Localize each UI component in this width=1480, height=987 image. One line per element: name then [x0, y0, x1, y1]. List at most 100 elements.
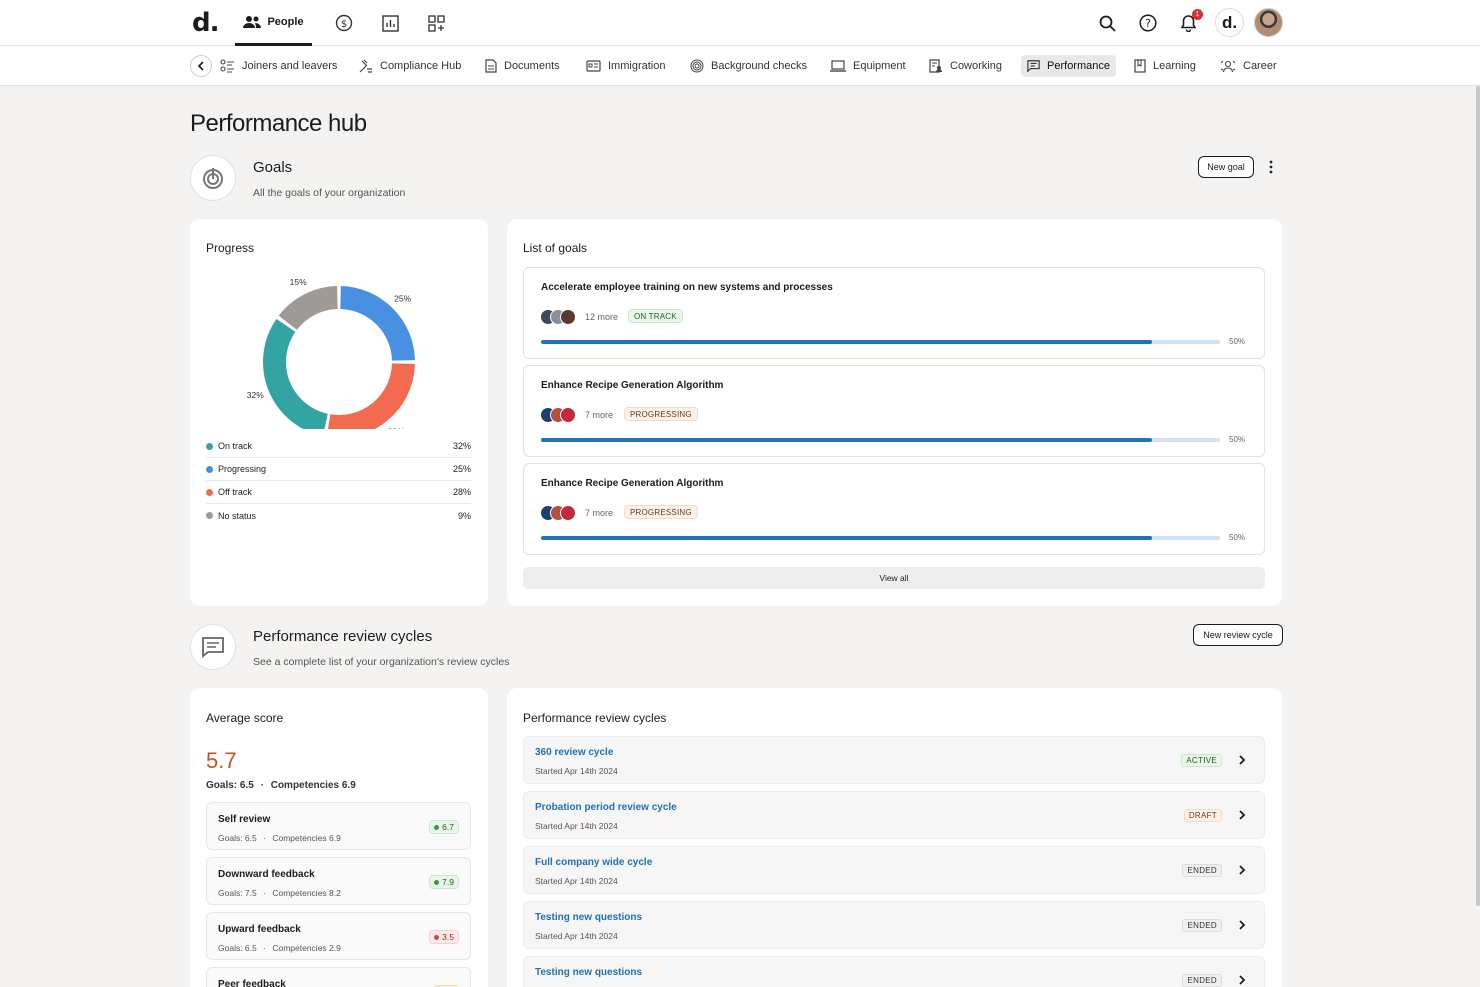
- goal-assignees[interactable]: [540, 309, 576, 325]
- score-item[interactable]: Upward feedback Goals: 6.5 · Competencie…: [206, 912, 471, 960]
- notifications-icon[interactable]: 1: [1178, 9, 1203, 33]
- tab-learning[interactable]: Learning: [1128, 55, 1202, 77]
- chevron-right-icon[interactable]: [1235, 918, 1249, 932]
- goals-list-card: List of goals Accelerate employee traini…: [507, 219, 1282, 606]
- review-cycle-started: Started Apr 14th 2024: [535, 931, 618, 941]
- company-avatar[interactable]: d.: [1215, 8, 1244, 37]
- donut-slice-off-track[interactable]: [327, 363, 415, 429]
- review-cycle-title[interactable]: Testing new questions: [535, 912, 643, 923]
- help-icon[interactable]: ?: [1138, 13, 1158, 33]
- review-cycle-title[interactable]: Testing new questions: [535, 967, 643, 978]
- svg-text:$: $: [341, 19, 347, 30]
- goal-title[interactable]: Accelerate employee training on new syst…: [541, 282, 833, 293]
- tab-joiners-and-leavers[interactable]: Joiners and leavers: [214, 55, 343, 77]
- donut-label: 32%: [247, 390, 264, 400]
- view-all-button[interactable]: View all: [523, 567, 1265, 589]
- competencies-score: Competencies 6.9: [270, 780, 356, 791]
- more-options-icon[interactable]: [1266, 159, 1276, 175]
- tab-compliance-hub[interactable]: Compliance Hub: [353, 55, 467, 77]
- donut-label: 25%: [394, 293, 411, 303]
- review-cycle-row[interactable]: Testing new questions Started Apr 14th 2…: [523, 956, 1265, 987]
- score-item[interactable]: Self review Goals: 6.5 · Competencies 6.…: [206, 802, 471, 850]
- legend-label: No status: [218, 510, 257, 521]
- scrollbar[interactable]: [1476, 86, 1480, 906]
- tab-coworking[interactable]: Coworking: [923, 55, 1008, 77]
- chat-icon: [202, 637, 224, 658]
- more-assignees[interactable]: 7 more: [585, 508, 614, 518]
- review-cycle-status: ACTIVE: [1181, 754, 1222, 767]
- apps-icon[interactable]: [426, 13, 446, 33]
- goal-item[interactable]: Accelerate employee training on new syst…: [523, 267, 1265, 359]
- chevron-right-icon[interactable]: [1235, 973, 1249, 987]
- review-cycle-row[interactable]: Full company wide cycle Started Apr 14th…: [523, 846, 1265, 894]
- donut-slice-on-track[interactable]: [263, 318, 328, 429]
- separator: ·: [263, 888, 266, 898]
- avatar: [560, 309, 576, 325]
- review-cycle-title[interactable]: Full company wide cycle: [535, 857, 653, 868]
- reports-icon[interactable]: [380, 13, 400, 33]
- goal-assignees[interactable]: [540, 505, 576, 521]
- legend-dot: [206, 442, 213, 450]
- payments-icon[interactable]: $: [334, 13, 354, 33]
- goal-assignees[interactable]: [540, 407, 576, 423]
- goal-progress-fill: [541, 340, 1153, 344]
- tab-label: Equipment: [853, 60, 906, 72]
- goal-progress-label: 50%: [1229, 435, 1246, 444]
- fingerprint-icon: [690, 59, 704, 73]
- tab-equipment[interactable]: Equipment: [824, 55, 912, 77]
- review-cycle-title[interactable]: Probation period review cycle: [535, 802, 677, 813]
- progress-card: Progress 25% 28% 32% 15% On track 32% Progr…: [190, 219, 488, 606]
- goal-item[interactable]: Enhance Recipe Generation Algorithm 7 mo…: [523, 463, 1265, 555]
- goal-item[interactable]: Enhance Recipe Generation Algorithm 7 mo…: [523, 365, 1265, 457]
- review-cycle-row[interactable]: Testing new questions Started Apr 14th 2…: [523, 901, 1265, 949]
- chevron-right-icon[interactable]: [1235, 863, 1249, 877]
- donut-label: 28%: [388, 426, 405, 429]
- new-review-cycle-button[interactable]: New review cycle: [1193, 624, 1283, 646]
- tab-background-checks[interactable]: Background checks: [684, 55, 813, 77]
- avatar: [560, 505, 576, 521]
- donut-slice-progressing[interactable]: [340, 286, 415, 361]
- chevron-left-icon: [197, 61, 204, 71]
- score-item[interactable]: Downward feedback Goals: 7.5 · Competenc…: [206, 857, 471, 905]
- legend-value: 25%: [452, 464, 471, 474]
- goal-title[interactable]: Enhance Recipe Generation Algorithm: [541, 478, 724, 489]
- target-icon: [203, 168, 223, 189]
- legend-row: Off track 28%: [206, 481, 471, 504]
- tab-label: Background checks: [711, 60, 807, 72]
- goal-progress-bar: [541, 340, 1220, 344]
- book-icon: [1134, 59, 1146, 73]
- more-assignees[interactable]: 7 more: [585, 410, 614, 420]
- app-logo[interactable]: d.: [192, 8, 219, 38]
- tab-career[interactable]: Career: [1214, 55, 1283, 77]
- goal-progress-label: 50%: [1229, 337, 1246, 346]
- score-item-breakdown: Goals: 6.5 · Competencies 2.9: [218, 943, 341, 953]
- nav-people[interactable]: People: [235, 0, 312, 46]
- goal-title[interactable]: Enhance Recipe Generation Algorithm: [541, 380, 724, 391]
- chevron-right-icon[interactable]: [1235, 753, 1249, 767]
- more-assignees[interactable]: 12 more: [585, 312, 619, 322]
- donut-slice-no-status[interactable]: [278, 286, 338, 330]
- search-icon[interactable]: [1097, 13, 1117, 33]
- review-cycle-row[interactable]: Probation period review cycle Started Ap…: [523, 791, 1265, 839]
- tab-documents[interactable]: Documents: [479, 55, 566, 77]
- back-button[interactable]: [190, 55, 212, 77]
- review-cycles-list-title: Performance review cycles: [523, 711, 667, 725]
- new-goal-button[interactable]: New goal: [1198, 156, 1254, 178]
- average-score-card: Average score 5.7 Goals: 6.5 · Competenc…: [190, 688, 488, 987]
- legend-value: 32%: [452, 441, 471, 451]
- score-item-title: Peer feedback: [218, 979, 286, 987]
- review-cycle-started: Started Apr 14th 2024: [535, 766, 618, 776]
- score-item[interactable]: Peer feedback: [206, 967, 471, 987]
- score-item-goals: Goals: 6.5: [218, 943, 257, 953]
- legend-label: Off track: [218, 487, 252, 497]
- tab-label: Coworking: [950, 60, 1002, 72]
- tab-immigration[interactable]: Immigration: [580, 55, 671, 77]
- review-cycle-row[interactable]: 360 review cycle Started Apr 14th 2024 A…: [523, 736, 1265, 784]
- notification-badge: 1: [1192, 9, 1203, 20]
- score-item-competencies: Competencies 6.9: [272, 833, 341, 843]
- user-avatar[interactable]: [1254, 8, 1283, 37]
- review-cycle-title[interactable]: 360 review cycle: [535, 747, 614, 758]
- tab-performance[interactable]: Performance: [1021, 55, 1116, 77]
- legend-row: Progressing 25%: [206, 458, 471, 481]
- chevron-right-icon[interactable]: [1235, 808, 1249, 822]
